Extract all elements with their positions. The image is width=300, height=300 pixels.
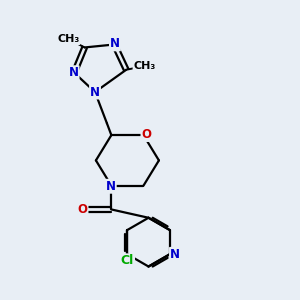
Text: O: O xyxy=(141,128,152,141)
Text: O: O xyxy=(77,203,88,216)
Text: CH₃: CH₃ xyxy=(57,34,80,44)
Text: Cl: Cl xyxy=(121,254,134,267)
Text: N: N xyxy=(170,248,180,261)
Text: N: N xyxy=(69,66,79,79)
Text: N: N xyxy=(90,85,100,98)
Text: N: N xyxy=(106,180,116,193)
Text: CH₃: CH₃ xyxy=(134,61,156,71)
Text: N: N xyxy=(110,38,120,50)
